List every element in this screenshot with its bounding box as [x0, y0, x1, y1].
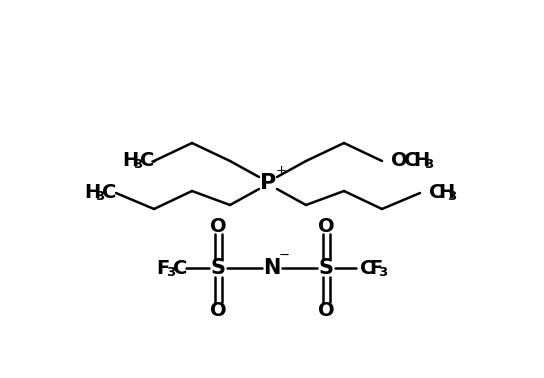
- Text: C: C: [360, 259, 374, 277]
- Text: O: O: [318, 217, 335, 235]
- Text: S: S: [211, 258, 226, 278]
- Text: F: F: [156, 259, 170, 277]
- Text: C: C: [404, 150, 418, 169]
- Text: N: N: [263, 258, 281, 278]
- Text: 3: 3: [133, 158, 143, 172]
- Text: O: O: [209, 301, 226, 319]
- Text: O: O: [209, 217, 226, 235]
- Text: 3: 3: [95, 191, 104, 203]
- Text: C: C: [429, 183, 443, 201]
- Text: S: S: [318, 258, 333, 278]
- Text: −: −: [279, 248, 289, 262]
- Text: C: C: [173, 259, 187, 277]
- Text: 3: 3: [424, 158, 433, 172]
- Text: O: O: [318, 301, 335, 319]
- Text: 3: 3: [378, 266, 387, 279]
- Text: P: P: [260, 173, 276, 193]
- Text: C: C: [140, 150, 154, 169]
- Text: C: C: [102, 183, 116, 201]
- Text: H: H: [438, 183, 454, 201]
- Text: 3: 3: [447, 191, 456, 203]
- Text: +: +: [275, 164, 287, 177]
- Text: F: F: [369, 259, 382, 277]
- Text: O: O: [391, 150, 407, 169]
- Text: 3: 3: [166, 266, 176, 279]
- Text: H: H: [122, 150, 138, 169]
- Text: H: H: [413, 150, 429, 169]
- Text: H: H: [84, 183, 100, 201]
